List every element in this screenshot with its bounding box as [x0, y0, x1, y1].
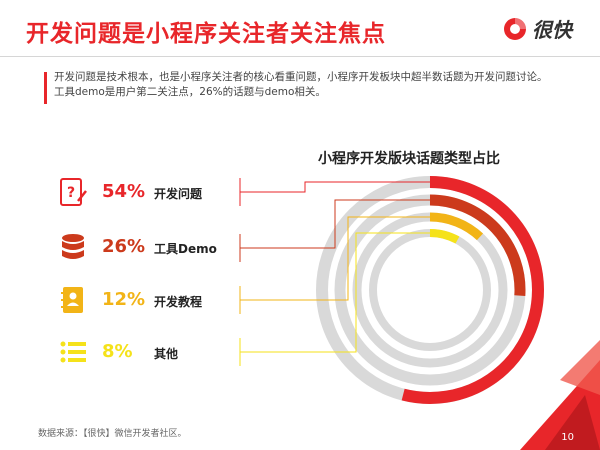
notebook-icon	[61, 287, 83, 313]
category-percent: 8%	[102, 341, 133, 362]
logo: 很快	[502, 14, 572, 43]
database-icon	[62, 234, 84, 259]
ring-track	[369, 229, 491, 351]
ring-series-2	[334, 194, 526, 386]
ring-track	[352, 212, 508, 368]
header-divider	[0, 56, 600, 57]
category-label: 开发教程	[154, 295, 203, 309]
corner-decoration	[520, 340, 600, 450]
category-row-tool-demo: 26% 工具Demo	[58, 230, 238, 266]
category-label: 工具Demo	[154, 242, 217, 256]
category-label: 其他	[154, 347, 179, 361]
page-number: 10	[561, 432, 574, 443]
data-source-note: 数据来源：【很快】微信开发者社区。	[38, 429, 187, 439]
category-label: 开发问题	[154, 187, 203, 201]
category-percent: 26%	[102, 236, 146, 257]
legend-connector	[239, 199, 430, 249]
description-text: 开发问题是技术根本，也是小程序关注者的核心看重问题，小程序开发板块中超半数话题为…	[54, 71, 548, 98]
list-icon	[60, 341, 86, 363]
legend-connector	[239, 216, 430, 301]
ring-arc	[429, 229, 460, 244]
legend-connector	[239, 178, 430, 193]
ring-series-4	[369, 229, 491, 351]
svg-text:?: ?	[67, 185, 75, 201]
category-percent: 54%	[102, 181, 146, 202]
description-accent-bar	[44, 72, 47, 104]
category-percent: 12%	[102, 289, 146, 310]
page-title: 开发问题是小程序关注者关注焦点	[26, 21, 386, 47]
legend-connector	[239, 232, 430, 353]
ring-arc	[401, 176, 544, 404]
ring-series-3	[352, 212, 508, 368]
logo-icon	[504, 17, 526, 40]
category-row-dev-issues: ? 54% 开发问题	[58, 175, 238, 211]
ring-arc	[429, 212, 484, 241]
chart-title: 小程序开发版块话题类型占比	[318, 151, 500, 167]
category-row-dev-tutorial: 12% 开发教程	[58, 283, 238, 319]
category-row-other: 8% 其他	[58, 335, 238, 371]
ring-arc	[429, 194, 526, 296]
logo-text: 很快	[532, 18, 572, 42]
question-doc-icon: ?	[60, 178, 87, 206]
